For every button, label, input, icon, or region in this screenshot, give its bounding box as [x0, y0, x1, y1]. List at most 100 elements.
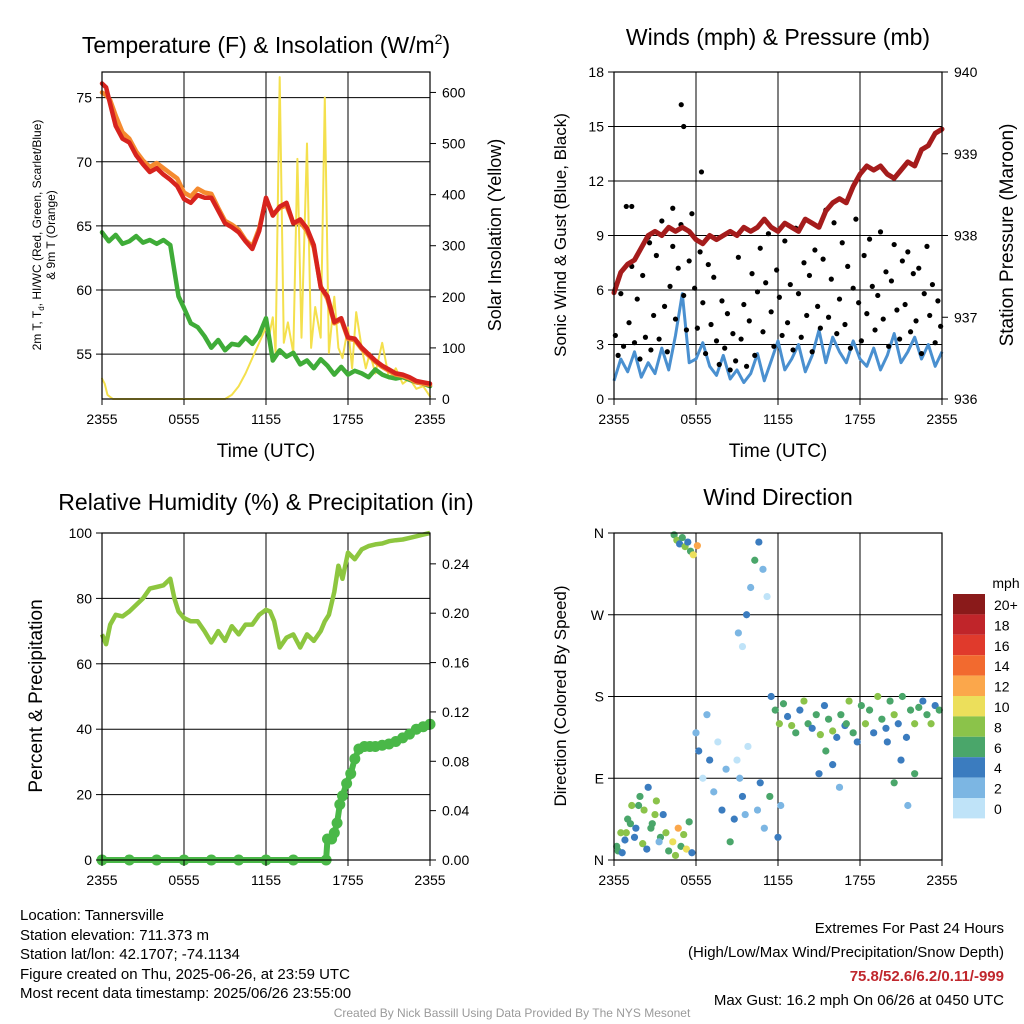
- gust-point: [774, 267, 780, 273]
- gust-point: [670, 205, 676, 211]
- wind-direction-point: [853, 738, 861, 746]
- wind-direction-point: [710, 788, 718, 796]
- precipitation-y-right-tick-label: 0.04: [442, 803, 469, 819]
- wind-direction-point: [767, 692, 775, 701]
- colorbar-swatch: [953, 675, 985, 696]
- gust-point: [861, 252, 867, 259]
- wind-direction-point: [647, 824, 655, 832]
- wind-direction-point: [736, 774, 744, 782]
- winds-y-tick-label: 12: [588, 173, 604, 189]
- wind-direction-point: [783, 712, 792, 721]
- gust-point: [765, 231, 772, 237]
- gust-point: [727, 367, 733, 373]
- wind-direction-point: [695, 747, 703, 755]
- wind-direction-point: [689, 551, 697, 559]
- colorbar-swatch: [953, 798, 985, 819]
- gust-point: [850, 285, 856, 291]
- winds-y-axis-label: Sonic Wind & Gust (Blue, Black): [551, 113, 570, 357]
- wind-direction-point: [747, 583, 755, 592]
- extremes-subheading: (High/Low/Max Wind/Precipitation/Snow De…: [688, 944, 1004, 961]
- wind-direction-point: [738, 792, 747, 801]
- gust-point: [700, 300, 706, 306]
- wind-direction-point: [824, 715, 833, 723]
- relative-humidity-line: [99, 530, 431, 650]
- gust-point: [886, 343, 892, 349]
- colorbar-title: mph: [992, 575, 1019, 591]
- wind-direction-point: [639, 840, 647, 848]
- wind-direction-point: [861, 720, 870, 728]
- wind-direction-point: [779, 700, 788, 708]
- wind-direction-point: [682, 845, 691, 853]
- colorbar-label: 16: [994, 638, 1010, 654]
- winds-y-tick-label: 9: [596, 228, 604, 244]
- credit-line: Created By Nick Bassill Using Data Provi…: [333, 1006, 691, 1020]
- wind-direction-point: [935, 706, 943, 714]
- temperature-y-tick-label: 60: [76, 282, 92, 298]
- pressure-y-right-tick-label: 939: [954, 146, 978, 162]
- wind-direction-grid: [614, 533, 942, 860]
- precipitation-y-right-tick-label: 0.16: [442, 655, 469, 671]
- gust-point: [757, 245, 763, 251]
- winds-axes: 2355 0555 1155 1755 2355 0 3 6 9 12 15 18 936 937 938 9…: [588, 64, 977, 427]
- wind-direction-axes: 2355 0555 1155 1755 2355 N E S W N: [591, 525, 958, 888]
- speed-colorbar: mph 20+ 18 16 14 12 10 8 6 4 2 0: [953, 575, 1020, 819]
- humidity-title: Relative Humidity (%) & Precipitation (i…: [58, 489, 473, 515]
- gust-point: [784, 320, 791, 326]
- gust-point: [872, 327, 878, 333]
- wind-direction-point: [897, 756, 905, 764]
- wind-direction-point: [714, 738, 722, 746]
- gust-point: [646, 240, 653, 246]
- wind-direction-point: [816, 731, 824, 739]
- wind-direction-point: [788, 721, 796, 730]
- wind-direction-point: [722, 765, 730, 773]
- temperature-x-tick-label: 1155: [251, 411, 281, 427]
- wind-direction-point: [829, 727, 837, 735]
- winds-x-tick-label: 1155: [763, 411, 793, 427]
- gust-point: [664, 349, 670, 355]
- gust-point: [828, 276, 834, 282]
- wind-direction-point: [833, 733, 841, 741]
- gust-point: [883, 269, 889, 275]
- insolation-y-axis-label: Solar Insolation (Yellow): [485, 139, 505, 331]
- gust-point: [825, 314, 832, 320]
- humidity-y-tick-label: 80: [76, 590, 92, 606]
- wind-direction-point: [796, 706, 804, 714]
- wind-direction-point: [741, 810, 749, 819]
- colorbar-swatch: [953, 757, 985, 778]
- pressure-y-right-tick-label: 940: [954, 64, 978, 80]
- precipitation-point: [349, 753, 361, 765]
- humidity-x-tick-label: 1755: [332, 872, 363, 888]
- wind-direction-point: [812, 711, 820, 719]
- gust-point: [924, 243, 930, 249]
- colorbar-swatch: [953, 594, 985, 615]
- humidity-panel: Relative Humidity (%) & Precipitation (i…: [26, 489, 474, 888]
- wind-direction-point: [911, 770, 919, 778]
- gust-point: [815, 303, 821, 309]
- humidity-y-tick-label: 60: [76, 656, 92, 672]
- gust-point: [749, 271, 755, 277]
- gust-point: [910, 271, 916, 277]
- wind-direction-point: [883, 738, 891, 746]
- wind-direction-point: [759, 565, 767, 573]
- wind-direction-point: [655, 838, 663, 846]
- gust-point: [894, 307, 900, 313]
- insolation-y-right-tick-label: 500: [442, 136, 466, 152]
- wind-direction-point: [636, 792, 644, 801]
- gust-point: [880, 316, 886, 322]
- colorbar-label: 10: [994, 699, 1010, 715]
- gust-point: [907, 329, 914, 335]
- gust-point: [741, 301, 747, 308]
- wind-direction-point: [652, 797, 660, 805]
- humidity-y-axis-label: Percent & Precipitation: [26, 599, 47, 792]
- insolation-y-right-tick-label: 400: [442, 187, 466, 203]
- wind-direction-series: [613, 531, 943, 860]
- gust-point: [683, 327, 690, 333]
- wind-direction-y-tick-label: S: [595, 689, 604, 705]
- figure-created: Figure created on Thu, 2025-06-26, at 23…: [20, 965, 350, 983]
- wind-direction-point: [662, 829, 670, 837]
- wind-direction-point: [677, 842, 685, 850]
- temperature-series: [99, 76, 433, 400]
- wind-direction-point: [904, 801, 912, 810]
- gust-point: [754, 289, 761, 295]
- gust-point: [752, 352, 758, 358]
